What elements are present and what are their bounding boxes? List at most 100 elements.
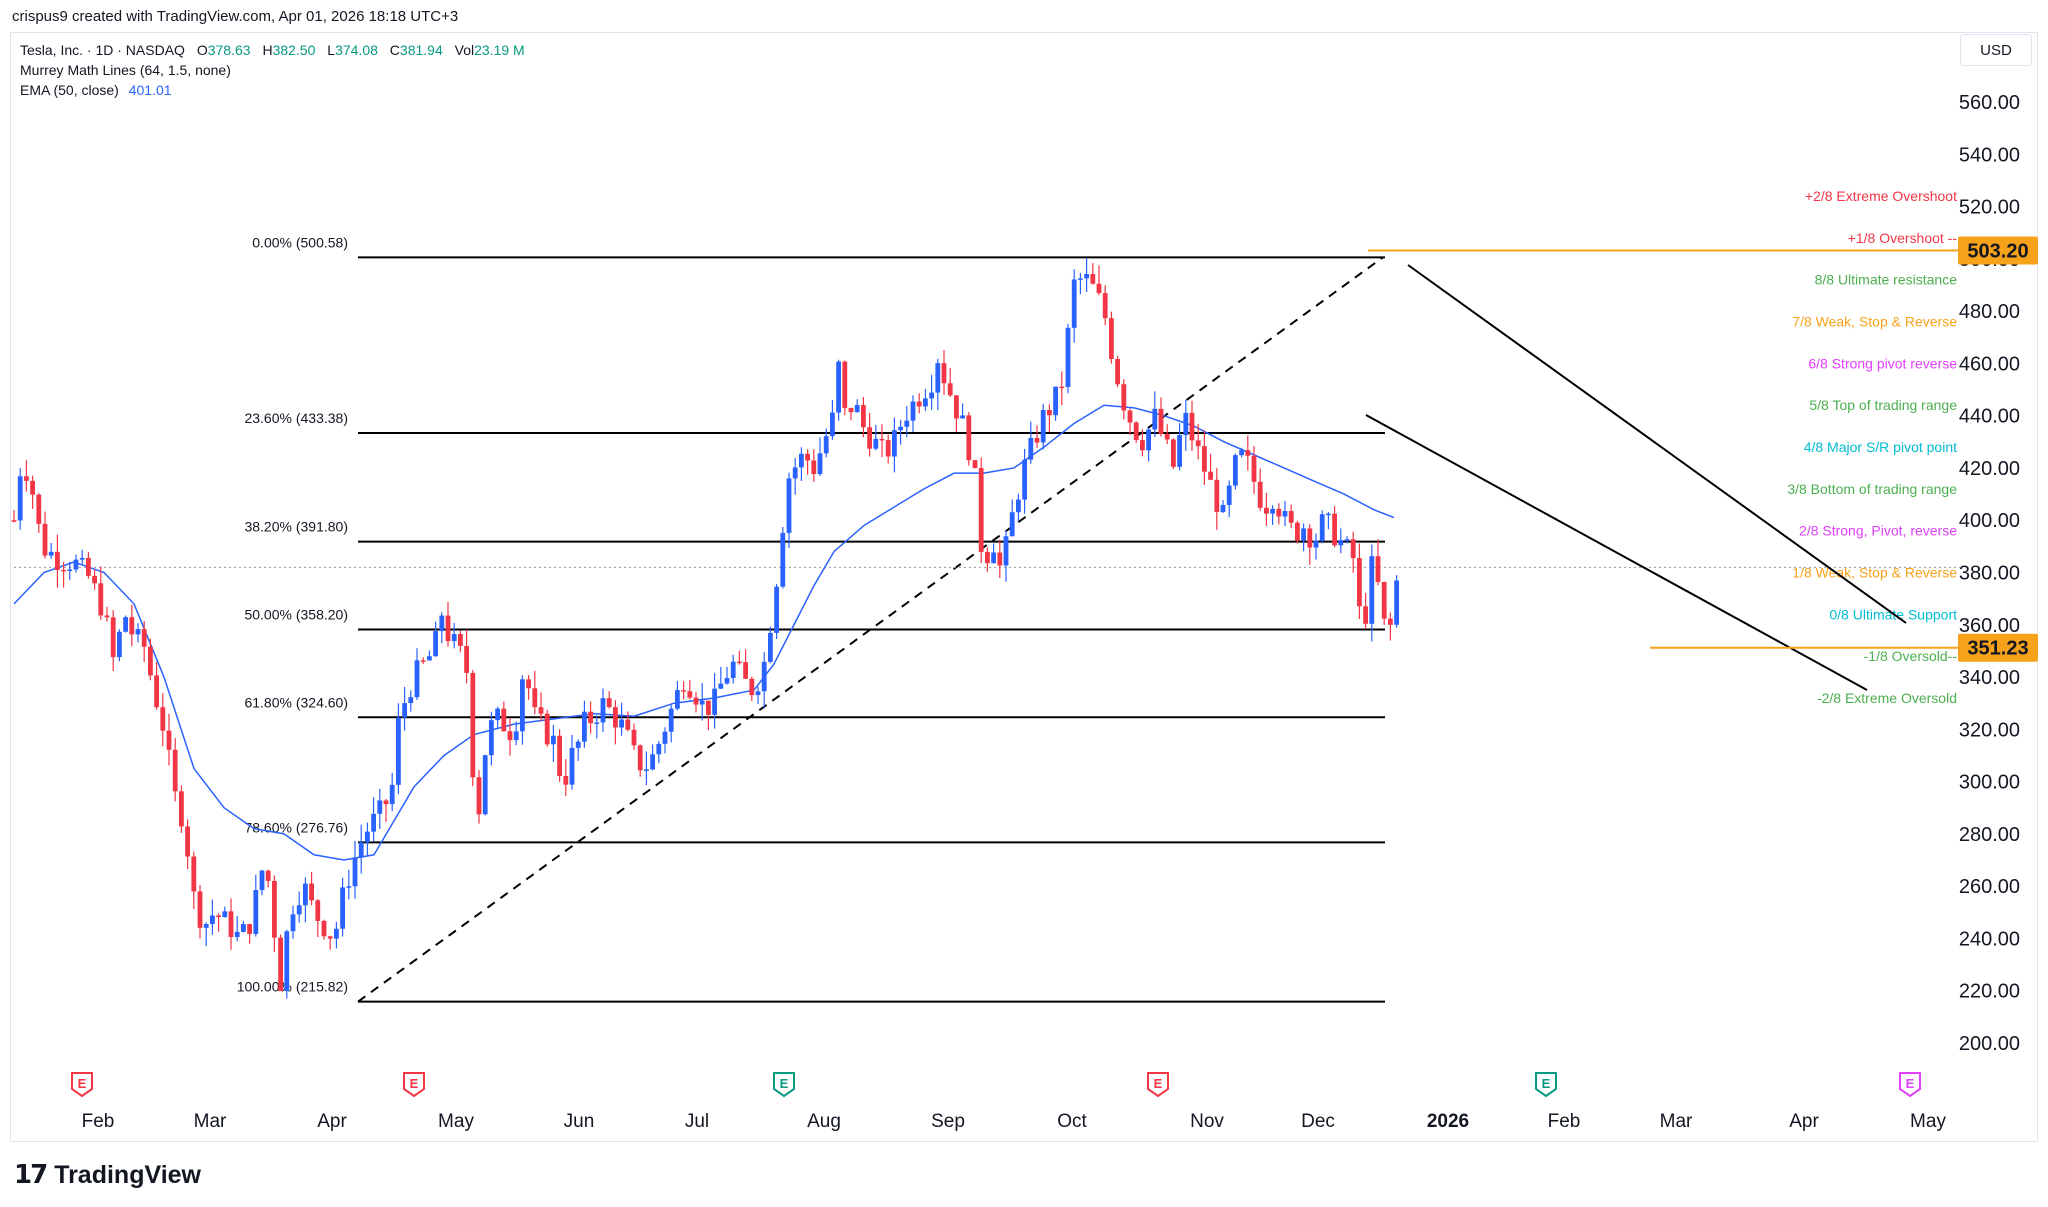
candle[interactable]	[1053, 386, 1058, 421]
candle[interactable]	[1121, 379, 1127, 420]
candle[interactable]	[941, 349, 947, 395]
candle[interactable]	[1388, 612, 1393, 641]
candle[interactable]	[272, 875, 277, 953]
event-marker[interactable]: E	[71, 1072, 93, 1098]
candle[interactable]	[346, 869, 352, 900]
candle[interactable]	[420, 657, 426, 665]
candle[interactable]	[916, 393, 922, 414]
candle[interactable]	[228, 898, 234, 950]
candle[interactable]	[414, 648, 420, 700]
candle[interactable]	[241, 920, 246, 933]
candle[interactable]	[17, 468, 23, 530]
candle[interactable]	[1276, 503, 1282, 525]
candle[interactable]	[1270, 505, 1275, 525]
candle[interactable]	[1394, 575, 1399, 628]
candle[interactable]	[315, 898, 321, 938]
candle[interactable]	[885, 434, 891, 464]
candle[interactable]	[1257, 468, 1263, 511]
candle[interactable]	[1084, 258, 1089, 293]
candle[interactable]	[1171, 438, 1176, 470]
candle[interactable]	[1133, 421, 1139, 444]
candle[interactable]	[501, 701, 507, 732]
candle[interactable]	[507, 717, 513, 756]
candle[interactable]	[879, 424, 885, 458]
candle[interactable]	[92, 569, 97, 590]
candle[interactable]	[1189, 400, 1195, 451]
candle[interactable]	[334, 921, 339, 949]
candle[interactable]	[1071, 269, 1077, 343]
candle[interactable]	[755, 686, 761, 705]
candle[interactable]	[278, 934, 283, 992]
candle[interactable]	[1028, 421, 1034, 464]
symbol-title[interactable]: Tesla, Inc. · 1D · NASDAQ	[20, 42, 185, 58]
candle[interactable]	[631, 723, 637, 750]
candle[interactable]	[551, 725, 556, 762]
candle[interactable]	[532, 670, 538, 715]
candle[interactable]	[1109, 311, 1114, 364]
candle[interactable]	[67, 561, 73, 581]
candle[interactable]	[129, 604, 135, 647]
candle[interactable]	[1115, 355, 1120, 387]
candle[interactable]	[718, 666, 724, 690]
candle[interactable]	[377, 788, 383, 830]
candle[interactable]	[1208, 453, 1213, 480]
event-marker[interactable]: E	[773, 1072, 795, 1098]
candle[interactable]	[1313, 533, 1319, 560]
candle[interactable]	[476, 769, 482, 824]
candle[interactable]	[290, 905, 296, 939]
candle[interactable]	[154, 661, 159, 710]
candle[interactable]	[439, 612, 445, 644]
candle[interactable]	[1078, 272, 1083, 295]
candle[interactable]	[371, 797, 376, 842]
candle[interactable]	[427, 650, 432, 661]
candle[interactable]	[253, 874, 259, 937]
candle[interactable]	[451, 623, 457, 649]
candle[interactable]	[1040, 403, 1046, 450]
tradingview-brand[interactable]: 17 TradingView	[14, 1160, 201, 1190]
candle[interactable]	[203, 922, 209, 946]
candle[interactable]	[36, 493, 42, 533]
candle[interactable]	[557, 729, 562, 782]
candle[interactable]	[327, 935, 333, 950]
candle[interactable]	[1016, 493, 1021, 522]
candle[interactable]	[997, 539, 1003, 579]
candle[interactable]	[402, 686, 407, 731]
currency-selector[interactable]: USD	[1960, 34, 2032, 66]
candle[interactable]	[1183, 399, 1189, 452]
candle[interactable]	[1202, 430, 1207, 485]
candle[interactable]	[185, 819, 190, 870]
candle[interactable]	[972, 459, 978, 469]
candle[interactable]	[978, 457, 984, 564]
candle[interactable]	[55, 534, 60, 588]
candle[interactable]	[805, 449, 810, 475]
event-marker[interactable]: E	[1535, 1072, 1557, 1098]
candle[interactable]	[396, 703, 401, 795]
candle[interactable]	[1326, 512, 1331, 530]
candle[interactable]	[712, 673, 717, 729]
candle[interactable]	[365, 822, 370, 856]
candle[interactable]	[1059, 371, 1065, 406]
candle[interactable]	[1295, 520, 1300, 544]
candle[interactable]	[1127, 408, 1133, 436]
candle[interactable]	[575, 739, 581, 761]
candle[interactable]	[234, 915, 240, 942]
candle[interactable]	[1350, 531, 1356, 573]
candle[interactable]	[1307, 524, 1313, 565]
candle[interactable]	[1090, 263, 1096, 285]
candle[interactable]	[216, 913, 221, 932]
candle[interactable]	[160, 693, 166, 747]
candle[interactable]	[1146, 428, 1151, 462]
candle[interactable]	[538, 692, 544, 722]
candle[interactable]	[1195, 423, 1201, 460]
candle[interactable]	[1264, 492, 1269, 526]
candle[interactable]	[358, 824, 364, 874]
candle[interactable]	[1239, 447, 1244, 458]
candle[interactable]	[1338, 528, 1344, 554]
candle[interactable]	[780, 526, 786, 589]
candle[interactable]	[197, 884, 203, 939]
ema-indicator-label[interactable]: EMA (50, close)	[20, 82, 119, 98]
candle[interactable]	[1096, 265, 1102, 296]
candle[interactable]	[842, 360, 848, 416]
candle[interactable]	[650, 744, 655, 771]
candle[interactable]	[563, 759, 569, 796]
